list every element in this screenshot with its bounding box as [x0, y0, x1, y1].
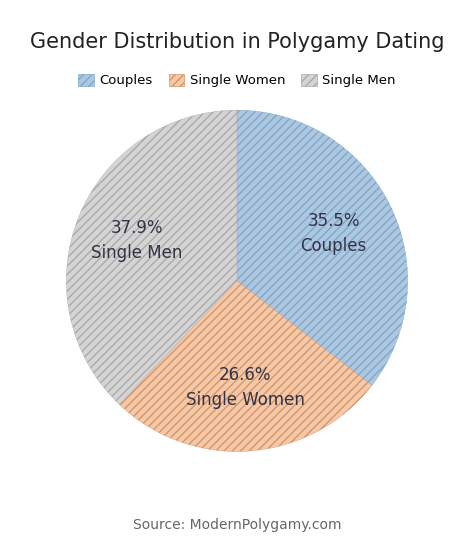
Legend: Couples, Single Women, Single Men: Couples, Single Women, Single Men [73, 69, 401, 93]
Wedge shape [119, 281, 372, 451]
Wedge shape [66, 110, 237, 404]
Text: Gender Distribution in Polygamy Dating: Gender Distribution in Polygamy Dating [30, 32, 444, 52]
Text: 26.6%
Single Women: 26.6% Single Women [186, 367, 304, 409]
Text: 37.9%
Single Men: 37.9% Single Men [91, 219, 183, 262]
Text: 35.5%
Couples: 35.5% Couples [301, 212, 367, 255]
Wedge shape [237, 110, 408, 386]
Text: Source: ModernPolygamy.com: Source: ModernPolygamy.com [133, 518, 341, 532]
